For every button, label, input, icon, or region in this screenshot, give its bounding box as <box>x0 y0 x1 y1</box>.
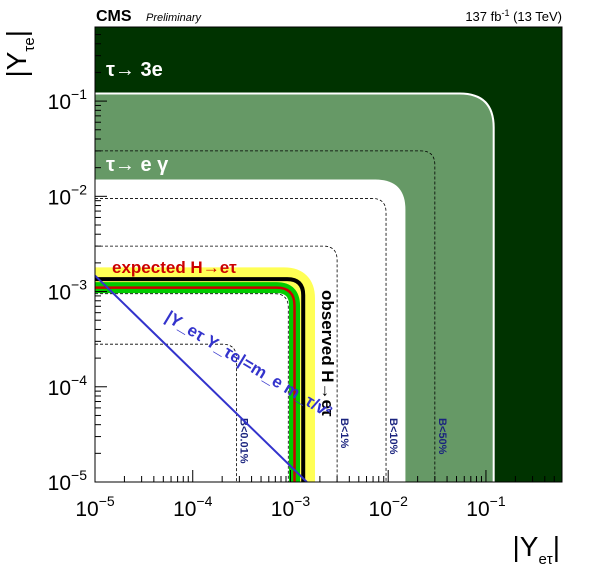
branching-contour-label: B<10% <box>387 418 399 455</box>
observed-limit-label: observed H→eτ <box>318 290 337 417</box>
branching-contour-line <box>95 198 387 482</box>
y-tick-label: 10−1 <box>48 86 88 114</box>
plot-area: B<0.01% B<0.1% B<1% B<10% B<50%τ→ 3eτ→ e γex… <box>95 27 562 482</box>
x-tick-label: 10−2 <box>369 493 409 521</box>
branching-contour-label: B<50% <box>436 418 448 455</box>
naturalness-line <box>95 274 308 482</box>
y-tick-label: 10−5 <box>48 467 88 495</box>
branching-contour-line <box>95 245 338 482</box>
y-tick-label: 10−2 <box>48 181 88 209</box>
experiment-label: CMS <box>96 8 132 25</box>
x-tick-label: 10−3 <box>271 493 311 521</box>
branching-contour-line <box>95 293 289 482</box>
tau-3e-label: τ→ 3e <box>106 59 163 81</box>
y-axis-title: |Yτe| <box>1 30 38 78</box>
allowed-region <box>95 277 306 482</box>
x-axis-title: |Yeτ| <box>512 531 560 568</box>
x-tick-label: 10−1 <box>466 493 506 521</box>
status-label: Preliminary <box>146 12 203 24</box>
observed-limit-line <box>95 277 306 482</box>
branching-contour-line <box>95 343 237 482</box>
expected-limit-line <box>95 286 296 482</box>
tau-egamma-label: τ→ e γ <box>106 154 169 176</box>
axis-ticks: 10−5 10−4 10−3 10−2 10−1 10−5 10−4 10−3 10−2 10−1 <box>48 34 555 521</box>
expected-limit-label: expected H→eτ <box>112 258 237 277</box>
y-tick-label: 10−3 <box>48 277 88 305</box>
x-tick-label: 10−4 <box>173 493 213 521</box>
branching-contour-line <box>95 150 436 482</box>
plot-frame <box>94 26 563 483</box>
y-tick-label: 10−4 <box>48 372 88 400</box>
branching-contour-label: B<0.01% <box>237 418 249 464</box>
x-tick-label: 10−5 <box>75 493 115 521</box>
branching-contour-label: B<1% <box>338 418 350 448</box>
luminosity-label: 137 fb-1 (13 TeV) <box>465 8 562 24</box>
